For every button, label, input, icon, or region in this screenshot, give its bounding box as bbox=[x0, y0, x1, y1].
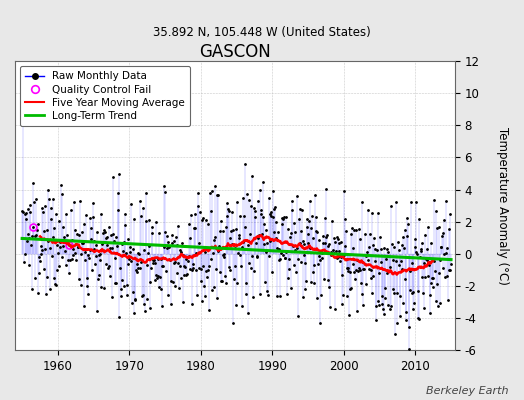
Text: 35.892 N, 105.448 W (United States): 35.892 N, 105.448 W (United States) bbox=[153, 26, 371, 39]
Legend: Raw Monthly Data, Quality Control Fail, Five Year Moving Average, Long-Term Tren: Raw Monthly Data, Quality Control Fail, … bbox=[20, 66, 190, 126]
Y-axis label: Temperature Anomaly (°C): Temperature Anomaly (°C) bbox=[496, 127, 509, 284]
Title: GASCON: GASCON bbox=[199, 43, 271, 61]
Text: Berkeley Earth: Berkeley Earth bbox=[426, 386, 508, 396]
